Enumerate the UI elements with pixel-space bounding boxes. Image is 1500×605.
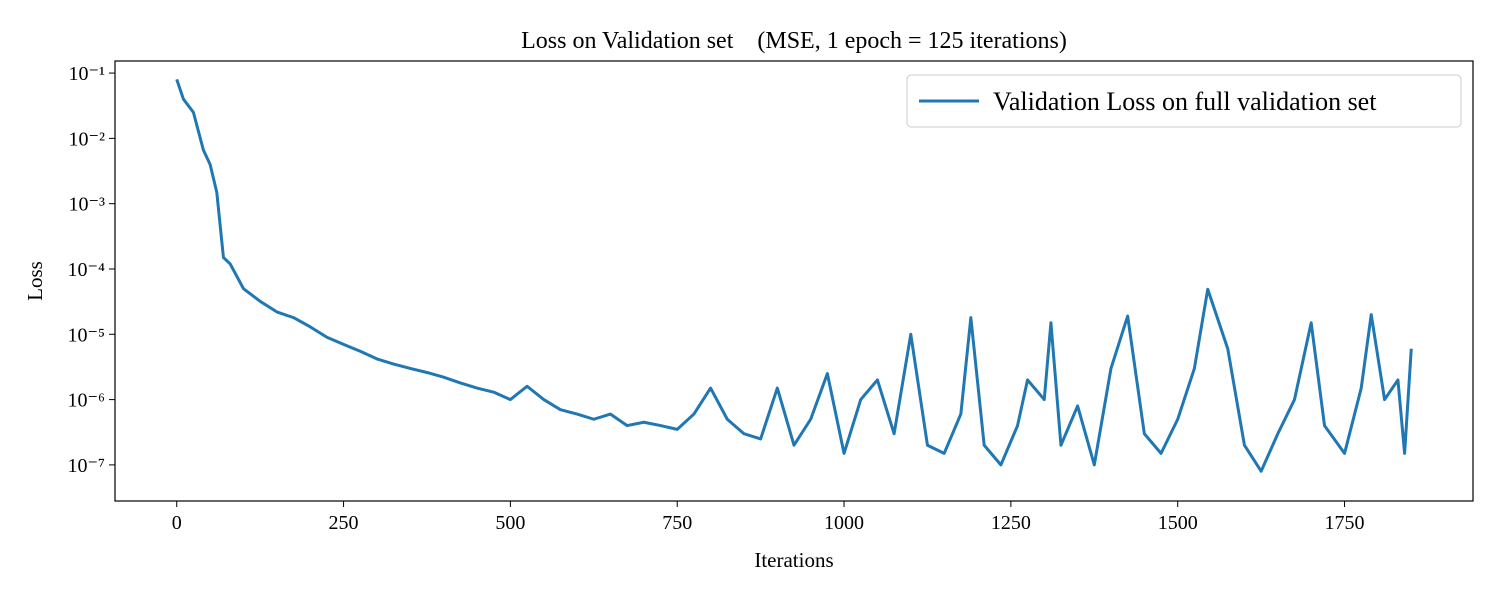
y-tick-label: 10⁻¹ [68,63,105,85]
chart-title: Loss on Validation set (MSE, 1 epoch = 1… [521,28,1067,54]
x-axis-label: Iterations [754,548,833,572]
x-tick-label: 500 [495,512,525,534]
x-tick-label: 1750 [1325,512,1365,534]
y-tick-label: 10⁻³ [68,194,105,216]
y-tick-label: 10⁻² [68,128,105,150]
x-tick-label: 250 [329,512,359,534]
legend-label: Validation Loss on full validation set [993,87,1377,116]
x-tick-label: 0 [172,512,182,534]
y-axis-label: Loss [23,261,47,301]
y-tick-label: 10⁻⁶ [67,390,105,412]
legend-box [906,74,1462,128]
x-tick-label: 1250 [991,512,1031,534]
y-tick-label: 10⁻⁵ [67,324,105,346]
y-tick-label: 10⁻⁷ [67,455,105,477]
loss-line [175,78,1413,473]
x-tick-label: 1500 [1158,512,1198,534]
y-tick-label: 10⁻⁴ [67,259,105,281]
x-tick-label: 750 [662,512,692,534]
x-tick-label: 1000 [824,512,864,534]
plot-frame [114,60,1474,502]
